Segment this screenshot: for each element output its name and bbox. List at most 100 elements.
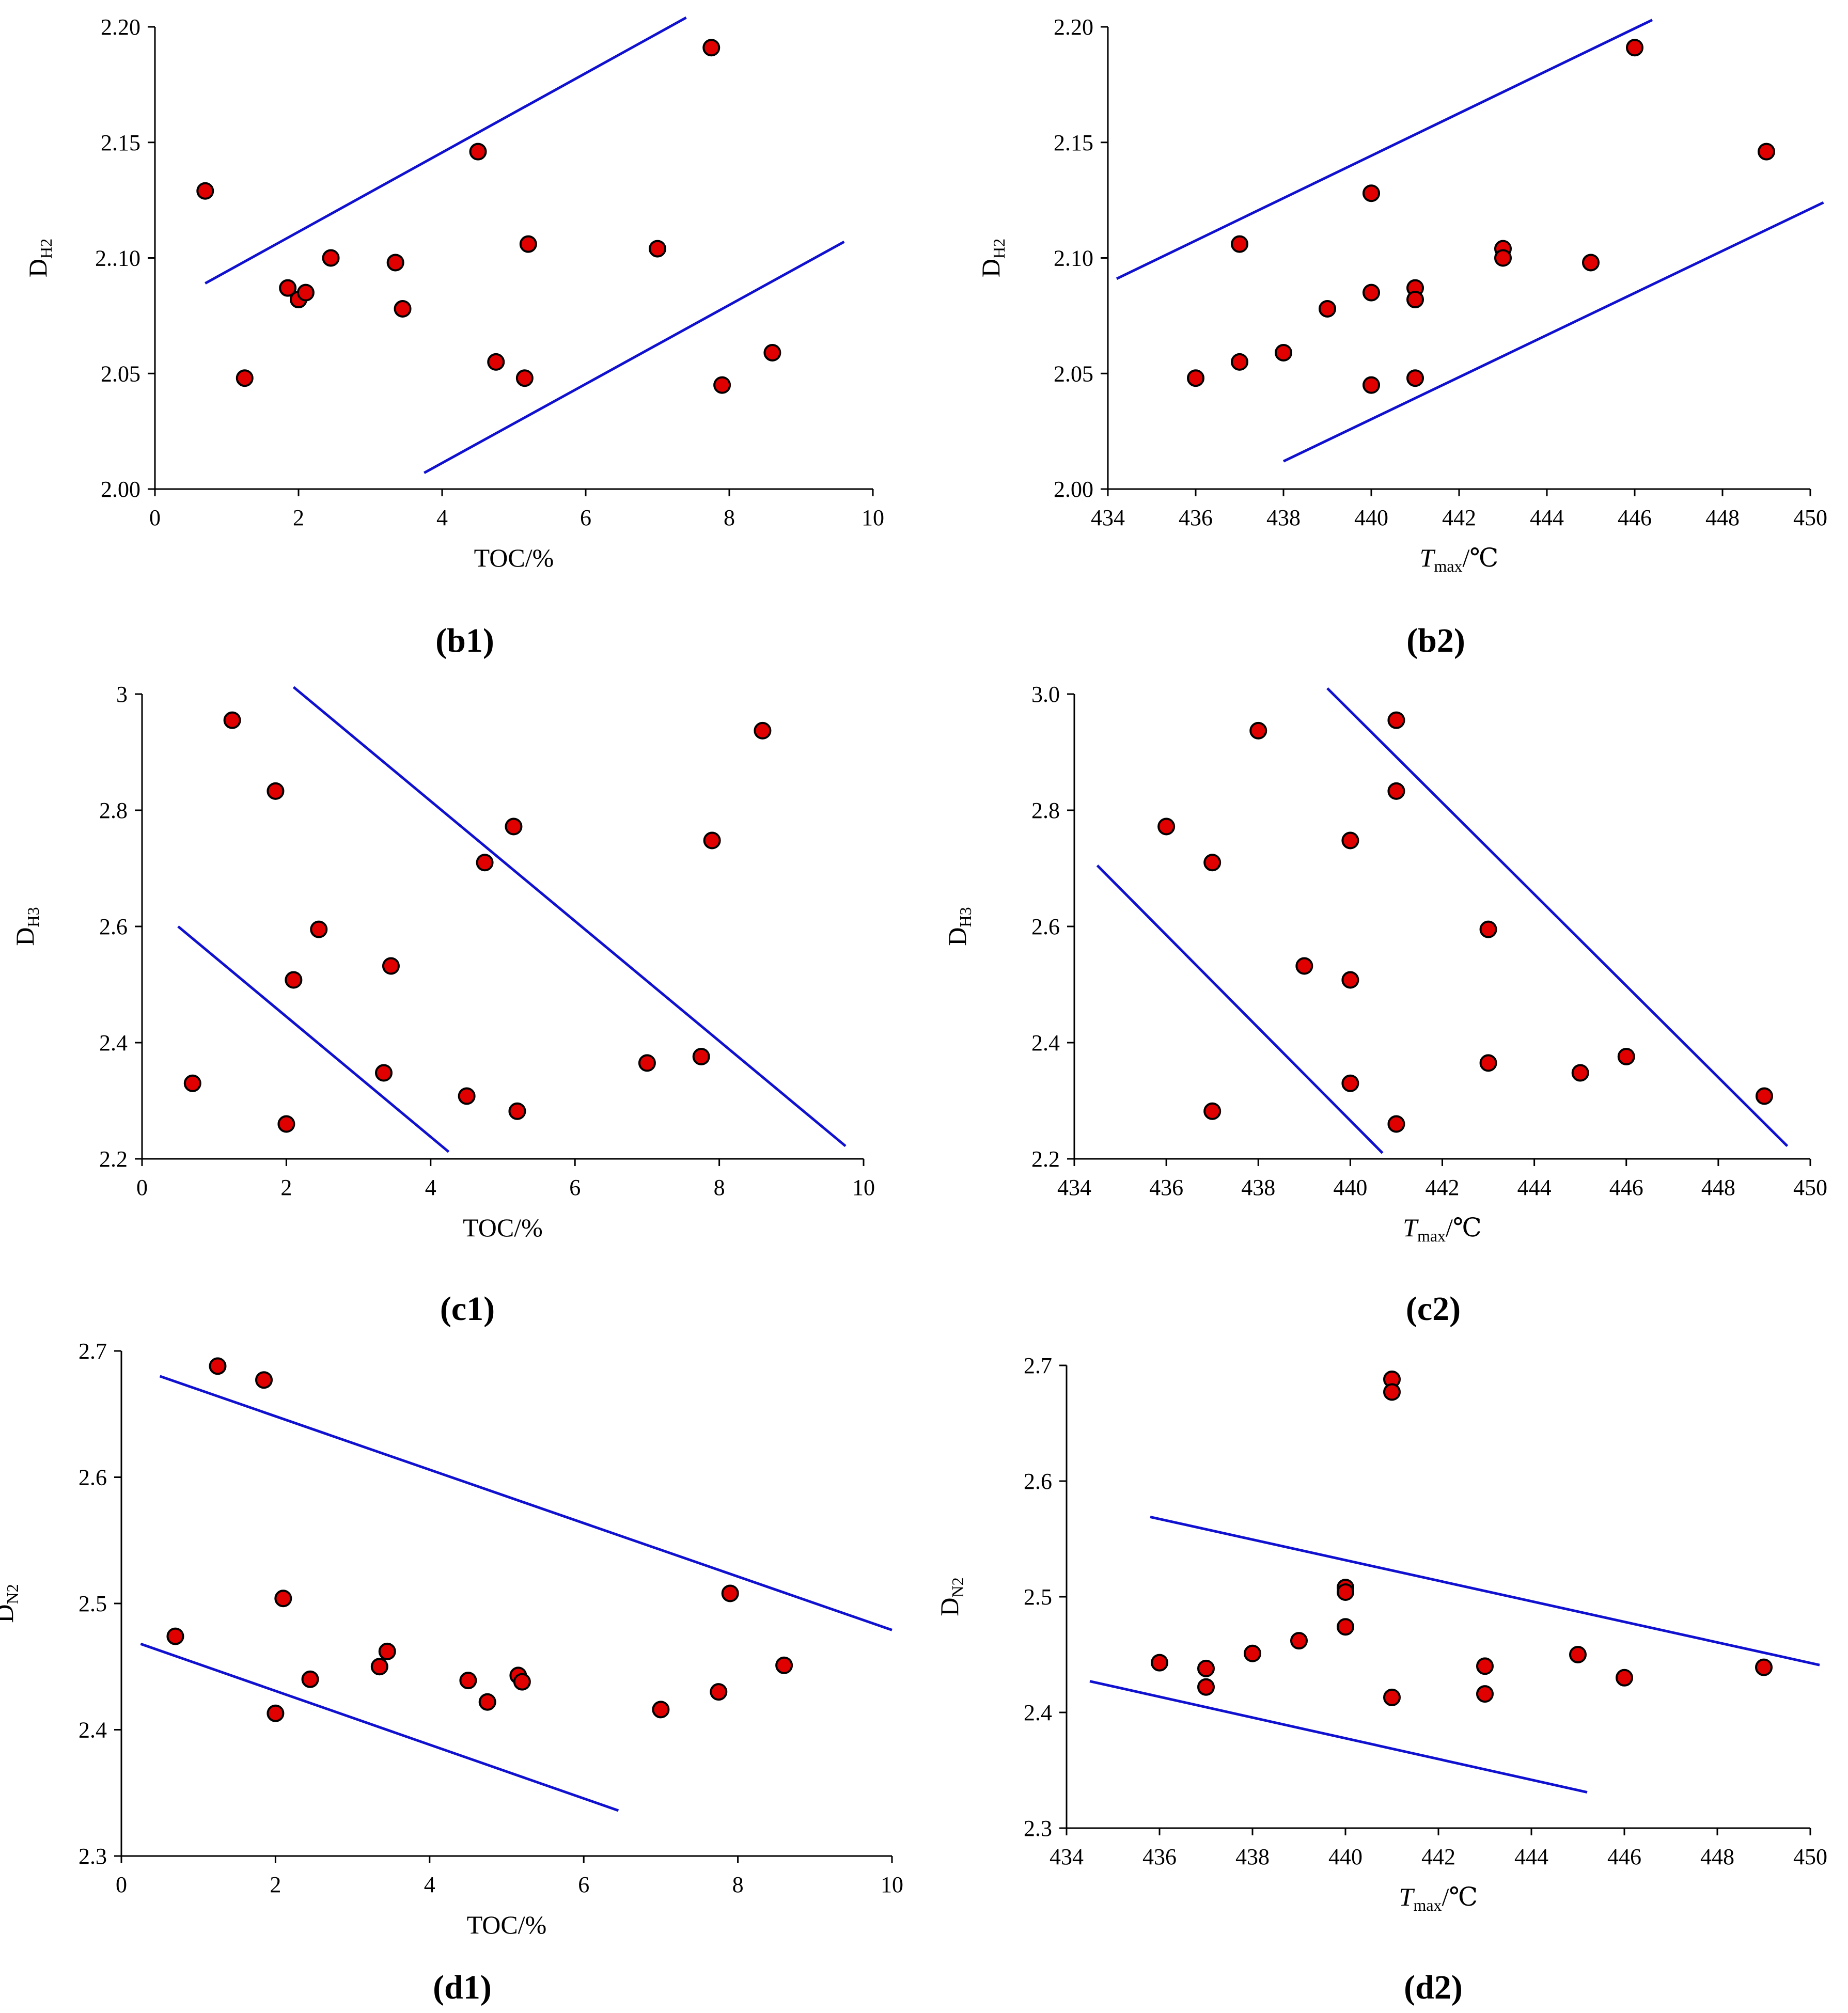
chart-2-y-tick-label: 2.2 (99, 1146, 128, 1172)
chart-1-trend-line-0 (1116, 19, 1653, 280)
chart-1-x-tick-label: 444 (1530, 505, 1564, 530)
chart-2-data-point (458, 1087, 476, 1105)
chart-4-trend-line-1 (140, 1642, 619, 1812)
chart-0-panel: 0 2 4 6 8 10 2.00 2.05 2..10 2.15 2.20 DH2 TOC/% (b1) (23, 14, 884, 659)
chart-3-data-point (1203, 854, 1221, 872)
chart-4-data-point (459, 1672, 477, 1690)
chart-1-data-point (1187, 369, 1204, 387)
chart-4-data-point (513, 1673, 531, 1691)
chart-4-x-axis-title: TOC/% (467, 1910, 547, 1939)
chart-3-y-axis-title: DH3 (943, 907, 975, 946)
chart-2-x-tick-label: 6 (569, 1175, 581, 1200)
chart-2-x-axis-title-text: TOC/% (463, 1213, 543, 1242)
chart-5-data-point (1383, 1688, 1401, 1706)
chart-3-data-point (1341, 831, 1359, 850)
chart-5-x-axis-title: Tmax/℃ (1399, 1882, 1478, 1914)
chart-1-x-tick-label: 442 (1442, 505, 1476, 530)
chart-5-y-tick-label: 2.3 (1024, 1816, 1052, 1841)
chart-0-y-tick-label: 2.00 (101, 477, 140, 502)
chart-5-x-tick-label: 448 (1700, 1844, 1734, 1869)
chart-0-data-point (713, 376, 731, 394)
chart-3-panel: 434 436 438 440 442 444 446 448 450 2.2 2.4 2.6 2.8 3… (943, 682, 1827, 1328)
chart-3-data-point (1203, 1102, 1221, 1120)
chart-1-y-tick-label: 2.20 (1054, 14, 1093, 40)
chart-4-x-tick-label: 2 (270, 1872, 281, 1897)
chart-2-panel-label: (c1) (440, 1290, 495, 1328)
chart-0-data-point (322, 249, 340, 267)
chart-3-x-tick-label: 444 (1517, 1175, 1552, 1200)
chart-2-y-axis-title: DH3 (10, 907, 42, 946)
chart-1-x-tick-label: 440 (1354, 505, 1388, 530)
chart-2-data-point (277, 1115, 295, 1133)
chart-2-x-axis-title: TOC/% (463, 1213, 543, 1242)
chart-4-y-axis-title: DN2 (0, 1584, 22, 1623)
chart-4-y-axis-title-sub: N2 (3, 1584, 22, 1604)
chart-3-y-tick-label: 2.6 (1031, 914, 1060, 939)
chart-3-x-tick-label: 446 (1609, 1175, 1643, 1200)
chart-5-y-tick-label: 2.5 (1024, 1584, 1052, 1610)
chart-4-y-tick-label: 2.4 (79, 1718, 107, 1743)
chart-0-y-axis-title: DH2 (23, 239, 55, 277)
chart-5-panel: 434 436 438 440 442 444 446 448 450 2.3 2.4 2.5 2.6 2… (935, 1353, 1827, 2006)
chart-1-y-axis-title-main: D (976, 259, 1005, 277)
chart-3-data-point (1479, 1054, 1497, 1072)
chart-4-trend-line-0 (159, 1375, 892, 1631)
chart-0-x-tick-label: 2 (293, 505, 304, 530)
chart-3-y-axis-title-main: D (943, 927, 972, 946)
chart-5-y-axis-title: DN2 (935, 1577, 967, 1616)
chart-3-data-point (1617, 1048, 1635, 1065)
chart-0-data-point (515, 369, 534, 387)
chart-4-y-tick-label: 2.7 (79, 1339, 107, 1364)
chart-4-y-axis-title-main: D (0, 1605, 19, 1623)
chart-4-data-point (378, 1642, 396, 1660)
chart-4-x-tick-label: 0 (116, 1872, 127, 1897)
chart-2-x-tick-label: 0 (136, 1175, 148, 1200)
chart-0-y-tick-label: 2.15 (101, 130, 140, 155)
chart-1-x-tick-label: 450 (1793, 505, 1827, 530)
chart-3-data-point (1249, 721, 1267, 740)
chart-0-data-point (386, 254, 404, 272)
chart-0-y-tick-label: 2..10 (95, 246, 140, 271)
chart-3-y-tick-label: 3.0 (1031, 682, 1060, 707)
chart-5-x-tick-label: 446 (1607, 1844, 1641, 1869)
chart-4-data-point (721, 1584, 739, 1602)
chart-0-x-axis-title-text: TOC/% (474, 543, 554, 572)
chart-2-x-tick-label: 4 (425, 1175, 436, 1200)
chart-1-x-axis-title-main: T (1420, 543, 1436, 572)
chart-2-data-point (692, 1048, 710, 1065)
chart-1-data-point (1231, 353, 1248, 371)
chart-1-trend-line-1 (1282, 201, 1824, 463)
chart-5-x-axis-title-main: T (1399, 1882, 1415, 1911)
chart-5-y-tick-label: 2.6 (1024, 1469, 1052, 1494)
chart-4-x-tick-label: 6 (578, 1872, 589, 1897)
chart-1-data-point (1362, 284, 1380, 302)
chart-1-x-tick-label: 448 (1705, 505, 1740, 530)
chart-1-panel-label: (b2) (1406, 622, 1465, 659)
chart-0-y-tick-label: 2.05 (101, 361, 140, 386)
chart-1-x-axis-title-suffix: /℃ (1463, 543, 1499, 572)
chart-0-trend-line-1 (424, 240, 845, 474)
chart-0-panel-label: (b1) (435, 622, 494, 659)
chart-3-x-axis-title: Tmax/℃ (1403, 1213, 1482, 1245)
chart-5-data-point (1755, 1658, 1773, 1676)
chart-5-x-tick-label: 442 (1421, 1844, 1455, 1869)
chart-1-y-tick-label: 2.00 (1054, 477, 1093, 502)
chart-2-data-point (183, 1074, 201, 1092)
chart-4-x-axis-title-text: TOC/% (467, 1910, 547, 1939)
chart-3-data-point (1479, 920, 1497, 938)
chart-2-data-point (310, 920, 328, 938)
chart-5-x-tick-label: 438 (1235, 1844, 1270, 1869)
chart-5-x-tick-label: 450 (1793, 1844, 1827, 1869)
chart-1-x-axis-title: Tmax/℃ (1420, 543, 1499, 575)
chart-2-data-point (703, 831, 721, 850)
chart-2-data-point (223, 711, 241, 729)
chart-5-data-point (1244, 1644, 1261, 1662)
chart-0-y-tick-label: 2.20 (101, 14, 140, 40)
chart-0-x-tick-label: 4 (436, 505, 448, 530)
chart-2-y-tick-label: 2.6 (99, 914, 128, 939)
chart-1-data-point (1275, 343, 1292, 361)
chart-5-data-point (1569, 1646, 1587, 1663)
chart-2-data-point (505, 817, 523, 836)
chart-1-x-axis-title-sub: max (1434, 557, 1462, 575)
chart-3-x-tick-label: 442 (1426, 1175, 1460, 1200)
